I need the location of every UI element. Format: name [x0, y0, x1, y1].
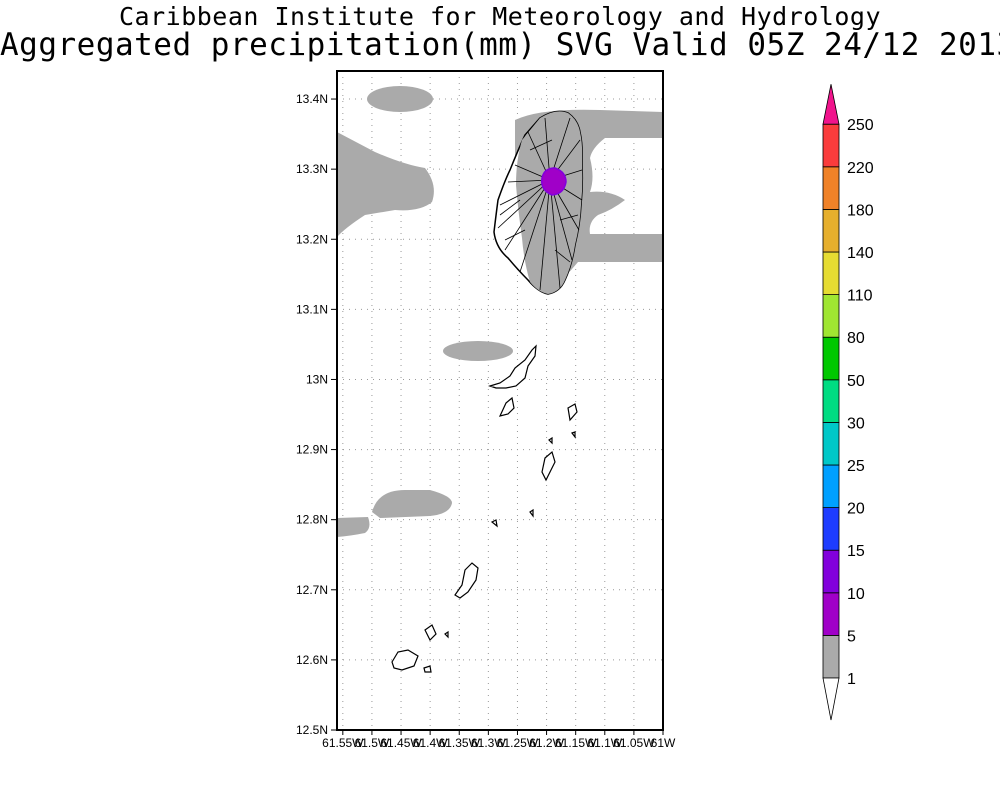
lat-tick-label: 12.8N: [296, 513, 328, 527]
precip-area-south: [372, 490, 452, 518]
lon-tick-label: 61.1W: [587, 736, 622, 750]
lon-tick-label: 61.15W: [555, 736, 597, 750]
latitude-axis: 13.4N 13.3N 13.2N 13.1N 13N 12.9N 12.8N 12.7N 12…: [296, 92, 337, 737]
lon-tick-label: 61.45W: [380, 736, 422, 750]
colorbar-level-label: 20: [847, 501, 865, 518]
colorbar-swatch: [822, 549, 840, 594]
colorbar-level-label: 220: [847, 160, 874, 177]
colorbar-level-label: 15: [847, 543, 865, 560]
precip-area-west: [337, 132, 434, 237]
colorbar-max-triangle: [822, 84, 840, 125]
colorbar-swatch: [822, 421, 840, 466]
colorbar-swatch: [822, 123, 840, 168]
colorbar-level-label: 50: [847, 373, 865, 390]
precip-area-southwest: [337, 517, 370, 537]
colorbar-swatch: [822, 464, 840, 508]
colorbar-level-label: 30: [847, 415, 865, 432]
lon-tick-label: 61.55W: [322, 736, 364, 750]
map-title: Caribbean Institute for Meteorology and …: [118, 2, 881, 31]
colorbar-level-label: 1: [847, 671, 856, 688]
longitude-axis: 61.55W61.5W61.45W61.4W61.35W61.3W61.25W6…: [322, 730, 676, 750]
lon-tick-label: 61.2W: [529, 736, 564, 750]
colorbar-swatch: [822, 208, 840, 253]
lon-tick-label: 61.5W: [355, 736, 390, 750]
colorbar-level-label: 80: [847, 330, 865, 347]
lat-tick-label: 13.4N: [296, 92, 328, 106]
precip-area-5-10mm: [540, 167, 567, 196]
colorbar-swatch: [822, 251, 840, 295]
lon-tick-label: 61.4W: [413, 736, 448, 750]
colorbar-level-label: 5: [847, 628, 856, 645]
lat-tick-label: 13.2N: [296, 232, 328, 246]
lat-tick-label: 13.3N: [296, 162, 328, 176]
lon-tick-label: 61.35W: [439, 736, 481, 750]
colorbar-swatch: [822, 592, 840, 636]
lat-tick-label: 13.1N: [296, 302, 328, 316]
lon-tick-label: 61.25W: [497, 736, 539, 750]
colorbar-level-label: 180: [847, 202, 874, 219]
colorbar-min-triangle: [822, 677, 840, 721]
lon-tick-label: 61W: [651, 736, 676, 750]
colorbar-swatch: [822, 635, 840, 679]
lat-tick-label: 13N: [306, 372, 328, 386]
plot-frame: [336, 70, 664, 731]
lat-tick-label: 12.9N: [296, 443, 328, 457]
grenadines-islands: [391, 344, 578, 673]
colorbar-level-label: 110: [847, 288, 873, 305]
colorbar-swatch: [822, 507, 840, 551]
lat-tick-label: 12.7N: [296, 583, 328, 597]
colorbar-level-label: 10: [847, 586, 865, 603]
precip-area-central: [443, 341, 513, 361]
lat-tick-label: 12.5N: [296, 723, 328, 737]
colorbar-level-label: 140: [847, 245, 874, 262]
lon-tick-label: 61.3W: [471, 736, 506, 750]
colorbar-level-label: 25: [847, 458, 865, 475]
colorbar-swatch: [822, 336, 840, 381]
st-vincent-island: [493, 110, 584, 295]
map-subtitle: Aggregated precipitation(mm) SVG Valid 0…: [0, 27, 1000, 63]
lon-tick-label: 61.05W: [613, 736, 655, 750]
colorbar-swatch: [822, 294, 840, 338]
lat-tick-label: 12.6N: [296, 653, 328, 667]
colorbar-swatch: [822, 379, 840, 423]
precip-area-north: [367, 86, 433, 112]
colorbar-level-label: 250: [847, 117, 874, 134]
colorbar-swatch: [822, 166, 840, 210]
